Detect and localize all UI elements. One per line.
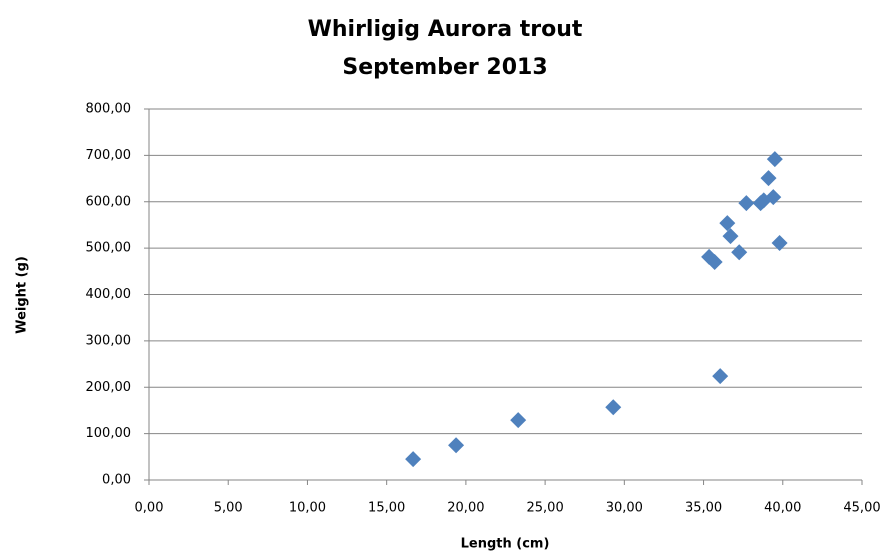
point: [760, 170, 777, 187]
point: [765, 189, 782, 206]
x-tick-label: 15,00: [368, 501, 405, 516]
y-tick-label: 200,00: [86, 380, 132, 395]
point: [448, 437, 465, 454]
y-tick-label: 600,00: [86, 194, 132, 209]
y-tick-label: 700,00: [86, 148, 132, 163]
y-tick-label: 300,00: [86, 333, 132, 348]
y-tick-label: 400,00: [86, 287, 132, 302]
x-tick-label: 40,00: [764, 501, 801, 516]
y-tick-label: 500,00: [86, 241, 132, 256]
point: [405, 451, 422, 468]
point: [738, 195, 755, 212]
point: [706, 254, 723, 271]
x-tick-label: 20,00: [447, 501, 484, 516]
y-axis-title: Weight (g): [15, 256, 30, 334]
x-tick-label: 0,00: [135, 501, 164, 516]
x-tick-label: 30,00: [606, 501, 643, 516]
point: [722, 228, 739, 245]
point: [510, 412, 527, 429]
chart-title: September 2013: [342, 55, 547, 80]
x-tick-label: 35,00: [685, 501, 722, 516]
point: [605, 399, 622, 416]
chart-title: Whirligig Aurora trout: [308, 17, 583, 42]
y-tick-label: 0,00: [102, 473, 131, 488]
x-tick-label: 45,00: [843, 501, 880, 516]
point: [712, 368, 729, 385]
point: [766, 151, 783, 168]
x-tick-label: 25,00: [527, 501, 564, 516]
point: [731, 244, 748, 261]
x-tick-label: 5,00: [214, 501, 243, 516]
y-tick-label: 800,00: [86, 102, 132, 117]
x-tick-label: 10,00: [289, 501, 326, 516]
point: [771, 235, 788, 252]
x-axis-title: Length (cm): [461, 537, 550, 552]
point: [719, 215, 736, 232]
y-tick-label: 100,00: [86, 426, 132, 441]
